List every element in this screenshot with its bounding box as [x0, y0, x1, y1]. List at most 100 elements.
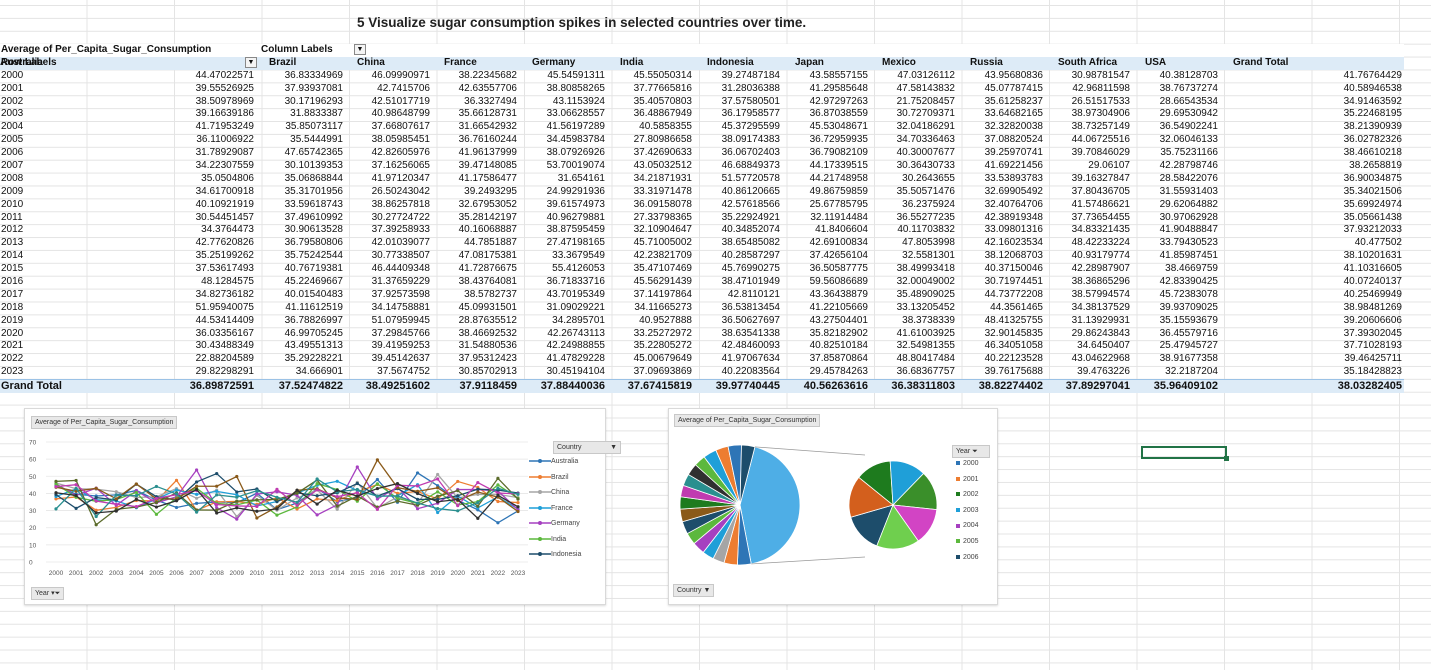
series-point[interactable]: [94, 511, 98, 515]
series-line[interactable]: [55, 473, 519, 518]
series-point[interactable]: [335, 499, 339, 503]
series-point[interactable]: [215, 506, 219, 510]
series-point[interactable]: [516, 500, 520, 505]
series-point[interactable]: [516, 497, 520, 501]
series-point[interactable]: [315, 502, 319, 506]
series-point[interactable]: [275, 513, 279, 517]
series-point[interactable]: [436, 486, 440, 490]
series-point[interactable]: [456, 479, 460, 484]
series-point[interactable]: [476, 516, 480, 520]
series-point[interactable]: [315, 488, 319, 492]
series-point[interactable]: [255, 509, 259, 513]
series-point[interactable]: [275, 500, 279, 504]
series-point[interactable]: [516, 509, 520, 514]
series-point[interactable]: [195, 487, 199, 492]
year-filter-button[interactable]: Year ▾⏷: [31, 587, 65, 600]
series-point[interactable]: [516, 492, 520, 496]
series-point[interactable]: [215, 502, 219, 507]
series-point[interactable]: [255, 492, 259, 496]
series-point[interactable]: [395, 482, 400, 486]
pie-legend-item[interactable]: 2003: [956, 507, 979, 514]
series-point[interactable]: [355, 481, 359, 486]
series-point[interactable]: [54, 485, 58, 489]
series-point[interactable]: [335, 488, 339, 492]
series-point[interactable]: [235, 517, 239, 521]
series-point[interactable]: [476, 504, 480, 508]
series-point[interactable]: [315, 497, 319, 501]
series-point[interactable]: [415, 491, 420, 496]
series-line[interactable]: [55, 477, 519, 526]
line-legend-item[interactable]: France: [529, 504, 573, 512]
pie-chart[interactable]: Average of Per_Capita_Sugar_Consumption …: [668, 408, 998, 605]
series-point[interactable]: [415, 501, 420, 505]
series-point[interactable]: [496, 493, 500, 497]
series-point[interactable]: [195, 510, 199, 514]
series-point[interactable]: [375, 458, 379, 462]
series-point[interactable]: [114, 497, 118, 501]
series-point[interactable]: [335, 495, 339, 499]
series-point[interactable]: [375, 486, 379, 491]
series-point[interactable]: [496, 476, 500, 480]
series-point[interactable]: [275, 490, 279, 494]
series-point[interactable]: [195, 496, 199, 500]
series-point[interactable]: [295, 496, 299, 500]
series-point[interactable]: [476, 487, 480, 491]
series-point[interactable]: [375, 494, 379, 498]
series-point[interactable]: [295, 488, 299, 492]
series-point[interactable]: [235, 495, 239, 499]
series-point[interactable]: [315, 513, 319, 517]
series-point[interactable]: [275, 487, 279, 491]
series-point[interactable]: [154, 496, 159, 501]
series-point[interactable]: [74, 493, 78, 498]
series-point[interactable]: [195, 484, 199, 488]
series-point[interactable]: [154, 505, 159, 509]
series-line[interactable]: [55, 472, 519, 524]
line-chart-title-button[interactable]: Average of Per_Capita_Sugar_Consumption: [31, 416, 178, 429]
series-point[interactable]: [235, 474, 239, 479]
series-point[interactable]: [255, 516, 259, 520]
series-point[interactable]: [74, 486, 78, 490]
series-point[interactable]: [395, 491, 400, 495]
series-point[interactable]: [315, 494, 319, 498]
series-point[interactable]: [315, 482, 319, 486]
series-line[interactable]: [55, 458, 519, 519]
pie-slice[interactable]: [739, 444, 756, 506]
line-legend-item[interactable]: Australia: [529, 457, 578, 465]
series-point[interactable]: [215, 484, 219, 488]
series-point[interactable]: [215, 489, 219, 494]
series-point[interactable]: [496, 486, 500, 490]
line-legend-item[interactable]: China: [529, 488, 569, 496]
series-point[interactable]: [195, 480, 199, 484]
pie-slice-other[interactable]: [739, 446, 801, 565]
series-point[interactable]: [436, 477, 440, 481]
line-chart[interactable]: Average of Per_Capita_Sugar_Consumption …: [24, 408, 621, 605]
row-filter-button[interactable]: ▼: [245, 56, 257, 68]
series-point[interactable]: [355, 465, 359, 469]
series-point[interactable]: [516, 505, 520, 509]
series-point[interactable]: [235, 490, 239, 494]
pie-legend-item[interactable]: 2004: [956, 522, 979, 529]
series-point[interactable]: [415, 507, 420, 511]
series-point[interactable]: [456, 504, 460, 508]
series-point[interactable]: [255, 489, 259, 493]
series-point[interactable]: [476, 490, 480, 494]
series-point[interactable]: [174, 505, 179, 510]
series-point[interactable]: [295, 491, 299, 495]
line-legend-item[interactable]: India: [529, 535, 566, 543]
series-point[interactable]: [154, 484, 159, 489]
series-point[interactable]: [456, 497, 460, 502]
pie-legend-item[interactable]: 2002: [956, 491, 979, 498]
series-point[interactable]: [114, 502, 118, 506]
series-point[interactable]: [134, 494, 138, 498]
series-line[interactable]: [55, 478, 519, 511]
series-point[interactable]: [94, 514, 98, 519]
series-point[interactable]: [54, 491, 58, 495]
line-legend-item[interactable]: Indonesia: [529, 550, 581, 558]
series-point[interactable]: [134, 497, 138, 501]
pie-country-filter-button[interactable]: Country ▼: [673, 584, 715, 597]
line-legend-item[interactable]: Germany: [529, 519, 580, 527]
line-legend-item[interactable]: Brazil: [529, 473, 569, 481]
series-point[interactable]: [436, 510, 440, 515]
series-point[interactable]: [496, 521, 500, 525]
series-point[interactable]: [496, 499, 500, 504]
